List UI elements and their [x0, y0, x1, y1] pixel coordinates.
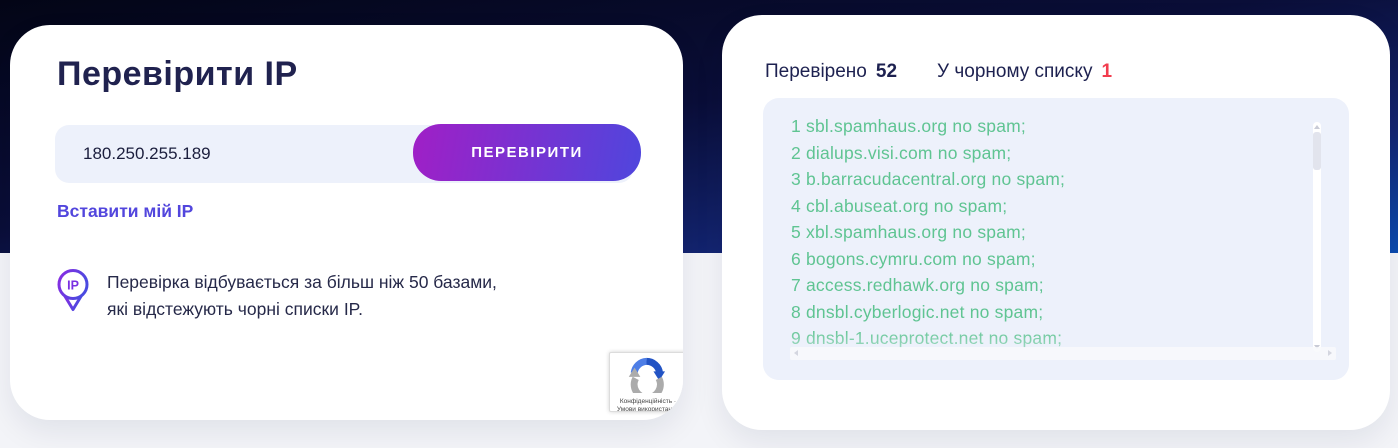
paste-my-ip-link[interactable]: Вставити мій IP [57, 201, 194, 221]
checked-count: 52 [875, 61, 898, 82]
blacklist-count: 1 [1101, 61, 1113, 82]
blacklist-label: У чорному списку [937, 61, 1093, 82]
results-card: Перевірено 52 У чорному списку 1 1 sbl.s… [722, 15, 1390, 430]
vertical-scrollbar[interactable] [1313, 122, 1321, 352]
recaptcha-privacy-terms[interactable]: Конфіденційність · Умови використання [616, 398, 680, 412]
results-list: 1 sbl.spamhaus.org no spam; 2 dialups.vi… [763, 98, 1349, 352]
result-line: 7 access.redhawk.org no spam; [791, 275, 1044, 295]
svg-text:IP: IP [67, 279, 79, 293]
vertical-scrollbar-thumb[interactable] [1313, 132, 1321, 170]
result-line: 5 xbl.spamhaus.org no spam; [791, 222, 1026, 242]
result-line: 4 cbl.abuseat.org no spam; [791, 195, 1008, 216]
results-panel[interactable]: 1 sbl.spamhaus.org no spam; 2 dialups.vi… [763, 98, 1349, 380]
check-button[interactable]: ПЕРЕВІРИТИ [413, 124, 641, 181]
ip-pin-icon: IP [55, 267, 91, 318]
ip-input-row: ПЕРЕВІРИТИ [55, 124, 641, 183]
page-title: Перевірити IP [57, 55, 298, 93]
info-text: Перевірка відбувається за більш ніж 50 б… [107, 267, 497, 323]
result-line: 6 bogons.cymru.com no spam; [791, 248, 1036, 269]
ip-check-card: Перевірити IP ПЕРЕВІРИТИ Вставити мій IP… [10, 25, 683, 420]
horizontal-scrollbar[interactable] [790, 347, 1336, 360]
info-line-1: Перевірка відбувається за більш ніж 50 б… [107, 272, 497, 292]
checked-label: Перевірено [765, 61, 867, 82]
recaptcha-badge[interactable]: Конфіденційність · Умови використання [609, 352, 683, 412]
result-line: 2 dialups.visi.com no spam; [791, 142, 1012, 163]
info-row: IP Перевірка відбувається за більш ніж 5… [55, 267, 497, 323]
result-line: 1 sbl.spamhaus.org no spam; [791, 116, 1026, 136]
result-line: 3 b.barracudacentral.org no spam; [791, 169, 1066, 189]
info-line-2: які відстежують чорні списки IP. [107, 299, 363, 319]
results-header: Перевірено 52 У чорному списку 1 [765, 61, 1112, 83]
result-line: 8 dnsbl.cyberlogic.net no spam; [791, 301, 1044, 322]
recaptcha-icon [628, 356, 665, 402]
